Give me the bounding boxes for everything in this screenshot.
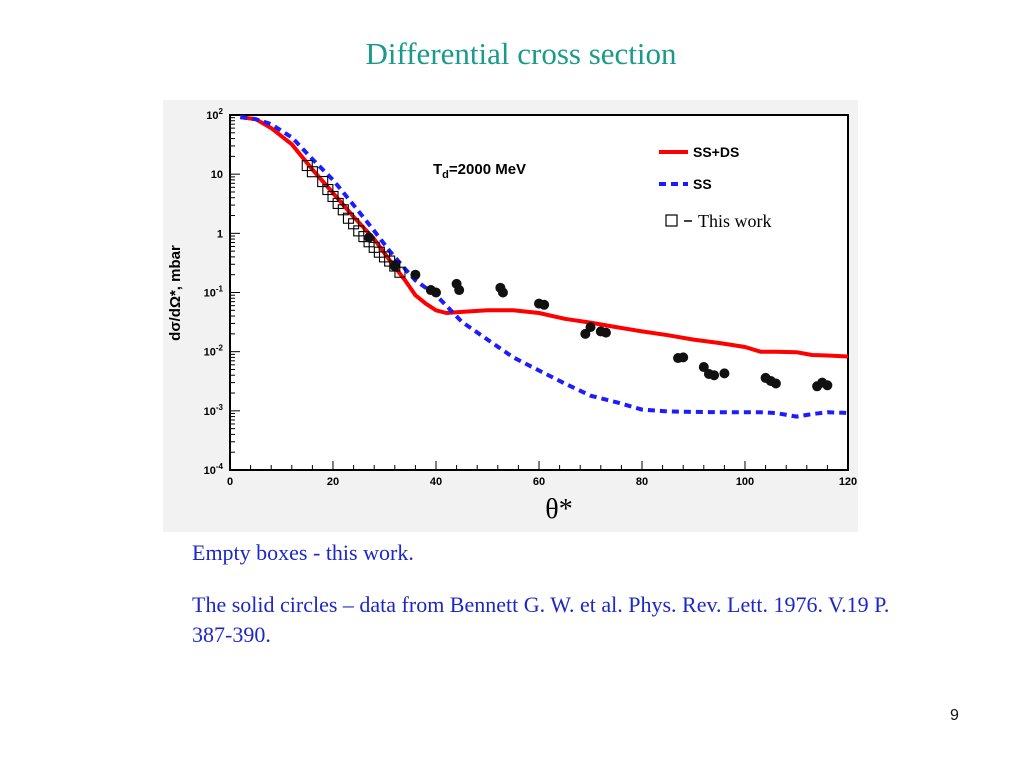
bennett-point — [585, 322, 596, 333]
this-work-points — [301, 159, 406, 278]
caption-empty-boxes: Empty boxes - this work. — [192, 540, 414, 565]
x-tick-label: 60 — [533, 476, 545, 488]
slide-number: 9 — [950, 707, 959, 724]
bennett-point — [364, 232, 375, 243]
slide-title: Differential cross section — [365, 36, 677, 71]
ss-ds-line — [240, 115, 849, 359]
bennett-point — [678, 352, 689, 363]
x-axis-label: θ* — [545, 494, 572, 525]
chart-panel: 0 20 40 60 80 100 120 102 10 1 10-1 10-2 10-3 10-4 Td… — [163, 100, 858, 532]
y-tick-label: 1 — [217, 228, 223, 240]
y-tick-base: 1 — [217, 228, 223, 240]
ss-ds-series — [240, 115, 849, 359]
bennett-point — [539, 299, 550, 310]
bennett-point — [600, 327, 611, 338]
legend-label-this-work: This work — [698, 211, 772, 231]
y-tick-base: 10 — [206, 110, 218, 122]
x-tick-label: 80 — [636, 476, 648, 488]
y-tick-label: 10-4 — [204, 462, 224, 477]
bennett-point — [709, 370, 720, 381]
bennett-point — [770, 378, 781, 389]
caption-solid-circles: The solid circles – data from Bennett G.… — [192, 592, 890, 647]
y-tick-base: 10 — [204, 406, 216, 418]
bennett-point — [698, 362, 709, 373]
legend-swatch-this-work — [665, 214, 678, 227]
y-tick-label: 102 — [206, 107, 223, 122]
legend: SS+DS SS This work — [659, 144, 772, 231]
annotation-rest: =2000 MeV — [449, 161, 526, 178]
bennett-points — [364, 232, 833, 392]
ss-series — [240, 115, 849, 419]
annotation-energy: Td=2000 MeV — [433, 161, 526, 181]
bennett-point — [719, 368, 730, 379]
y-tick-exponent: 2 — [219, 107, 224, 116]
bennett-point — [580, 328, 591, 339]
annotation-main: T — [433, 161, 442, 178]
bennett-point — [410, 269, 421, 280]
bennett-point — [822, 380, 833, 391]
x-tick-label: 120 — [839, 476, 857, 488]
y-axis-label: dσ/dΩ*, mbar — [167, 245, 184, 341]
this-work-point — [306, 166, 318, 178]
y-tick-base: 10 — [204, 288, 216, 300]
bennett-point — [431, 287, 441, 298]
x-tick-label: 20 — [327, 476, 339, 488]
annotation-sub: d — [442, 169, 449, 181]
y-tick-label: 10-2 — [204, 344, 224, 359]
y-tick-base: 10 — [211, 169, 223, 181]
bennett-point — [389, 261, 400, 272]
x-tick-label: 100 — [736, 476, 754, 488]
x-tick-label: 0 — [227, 476, 233, 488]
y-tick-label: 10-3 — [204, 403, 224, 418]
y-tick-base: 10 — [204, 347, 216, 359]
y-tick-exponent: -1 — [216, 285, 224, 294]
ss-line — [240, 115, 849, 419]
y-tick-label: 10-1 — [204, 285, 224, 300]
this-work-point — [394, 266, 406, 278]
legend-label-ss-ds: SS+DS — [693, 144, 739, 160]
bennett-point — [454, 285, 465, 296]
legend-label-ss: SS — [693, 176, 712, 192]
x-tick-label: 40 — [430, 476, 442, 488]
y-tick-exponent: -4 — [216, 462, 224, 471]
y-tick-exponent: -2 — [216, 344, 224, 353]
y-tick-exponent: -3 — [216, 403, 224, 412]
y-tick-base: 10 — [204, 465, 216, 477]
bennett-point — [497, 287, 508, 298]
y-tick-label: 10 — [211, 169, 223, 181]
